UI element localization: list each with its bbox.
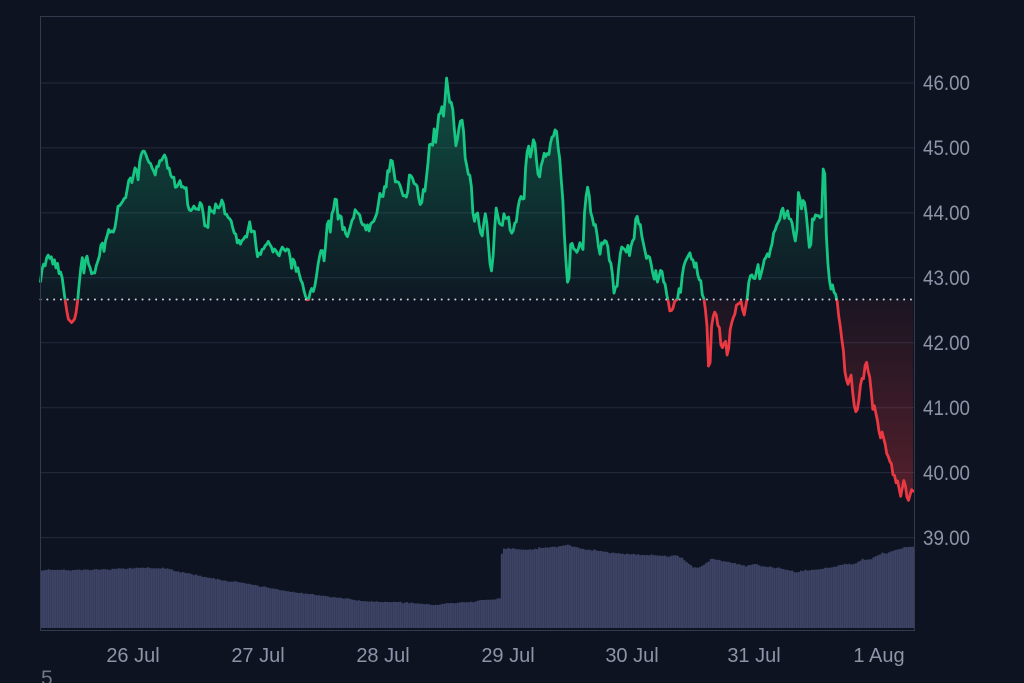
svg-text:41.00: 41.00 [923,396,970,420]
svg-text:27 Jul: 27 Jul [231,645,284,667]
svg-text:5: 5 [41,667,53,683]
svg-text:44.00: 44.00 [923,201,970,225]
svg-text:31 Jul: 31 Jul [727,645,780,667]
svg-text:40.00: 40.00 [923,461,970,485]
svg-text:45.00: 45.00 [923,136,970,160]
svg-text:30 Jul: 30 Jul [605,645,658,667]
svg-text:46.00: 46.00 [923,71,970,95]
svg-text:43.00: 43.00 [923,266,970,290]
svg-text:42.00: 42.00 [923,331,970,355]
svg-text:26 Jul: 26 Jul [106,645,159,667]
svg-text:39.00: 39.00 [923,526,970,550]
svg-text:28 Jul: 28 Jul [356,645,409,667]
svg-text:1 Aug: 1 Aug [853,645,904,667]
svg-text:29 Jul: 29 Jul [481,645,534,667]
